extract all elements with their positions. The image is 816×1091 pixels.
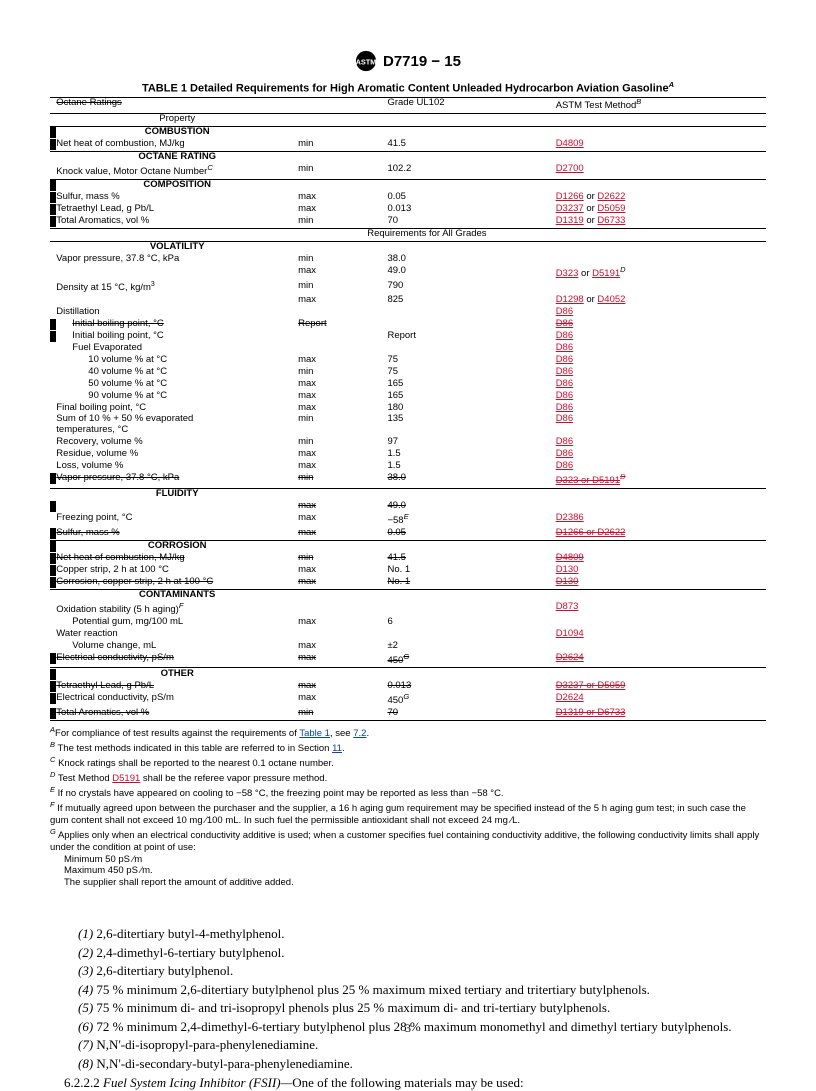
page-number: 3 <box>0 1021 816 1036</box>
antioxidant-list: (1) 2,6-ditertiary butyl-4-methylphenol.… <box>50 925 766 1091</box>
astm-logo-icon: ASTM <box>355 50 377 72</box>
table-title: TABLE 1 Detailed Requirements for High A… <box>50 80 766 95</box>
svg-text:ASTM: ASTM <box>356 58 377 67</box>
requirements-table: Octane RatingsGrade UL102ASTM Test Metho… <box>50 97 766 721</box>
doc-id: D7719 − 15 <box>383 53 461 70</box>
footnotes: AFor compliance of test results against … <box>50 725 766 890</box>
doc-header: ASTM D7719 − 15 <box>50 50 766 72</box>
